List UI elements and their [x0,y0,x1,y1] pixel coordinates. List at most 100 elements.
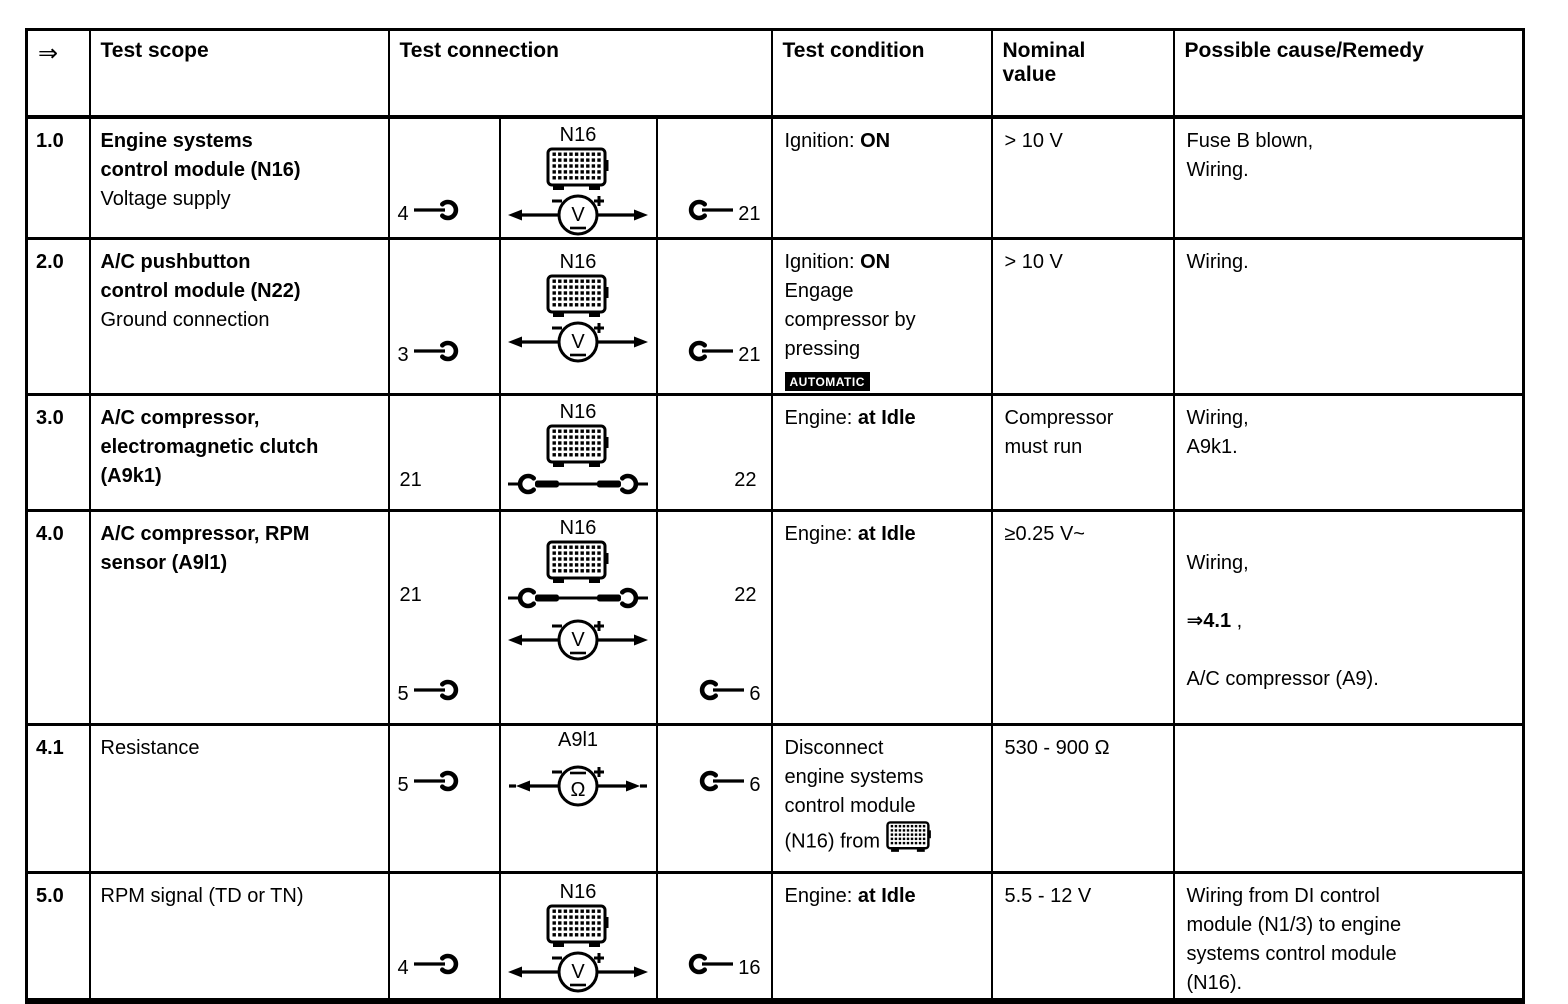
device-label: N16 [559,123,597,146]
pin-number: 3 [397,344,409,366]
voltmeter-icon: V [508,606,648,662]
pin-right-cell: 6 [655,723,773,873]
jumper-wire-icon [508,472,648,496]
svg-text:V: V [571,961,585,983]
test-condition-cell: Ignition: ON [770,115,993,239]
pin-number: 6 [749,774,761,796]
row-id: 1.0 [25,115,91,239]
table-row: 5.0 RPM signal (TD or TN) 4 N16 V [25,871,1525,1002]
pin-right: 6 [698,770,761,798]
pin-right: 22 [734,469,756,493]
nominal-value-cell: > 10 V [990,115,1175,239]
pin-left-cell: 4 [387,115,501,239]
row-id: 4.0 [25,509,91,725]
pin-right-cell: 22 [655,393,773,511]
pin-number: 16 [738,957,761,979]
pin-number: 21 [399,584,422,606]
pin-left: 4 [398,953,460,981]
scope-title: A/C compressor, RPM sensor (A9l1) [100,522,310,574]
socket-left-icon [413,339,460,372]
pin-number: 5 [397,683,409,705]
remedy-cell: Wiring. [1172,237,1525,395]
pin-number: 21 [738,344,761,366]
socket-left-icon [413,769,460,802]
pin-right-cell: 21 [655,115,773,239]
remedy-cell: Wiring from DI control module (N1/3) to … [1172,871,1525,1002]
pin-number: 5 [397,774,409,796]
connector-icon [546,274,610,320]
socket-left-icon [413,678,460,711]
pin-left-cell: 21 [387,393,501,511]
diagram-cell: N16 [498,393,658,511]
automatic-button-badge: AUTOMATIC [784,371,870,391]
scope-title: A/C compressor, electromagnetic clutch (… [100,406,319,487]
diagram-cell: N16 V [498,509,658,725]
scope-title: Engine systems control module (N16) [100,129,301,181]
row-id: 3.0 [25,393,91,511]
pin-left: 5 [397,770,460,798]
connector-icon [546,424,610,470]
pin-left: 5 [397,679,460,707]
remedy-cell: Fuse B blown, Wiring. [1172,115,1525,239]
voltmeter-icon: V [508,308,648,364]
connector-icon [546,147,610,193]
pin-right: 21 [687,340,761,368]
svg-text:V: V [571,204,585,226]
nominal-value-cell: Compressor must run [990,393,1175,511]
pin-number: 21 [738,203,761,225]
test-table: ⇒ Test scope Test connection Test condit… [25,28,1525,1004]
pin-left-upper: 21 [400,584,422,608]
socket-right-icon [698,769,745,802]
svg-text:V: V [571,331,585,353]
header-arrow-icon: ⇒ [25,28,91,119]
test-scope-cell: A/C compressor, electromagnetic clutch (… [88,393,390,511]
pin-left: 3 [397,340,460,368]
pin-left-cell: 5 [387,723,501,873]
jumper-wire-icon [508,586,648,610]
voltmeter-icon: V [508,938,648,994]
header-row: ⇒ Test scope Test connection Test condit… [25,28,1525,119]
test-scope-cell: A/C compressor, RPM sensor (A9l1) [88,509,390,725]
table-row: 1.0 Engine systems control module (N16) … [25,115,1525,239]
header-nominal-value: Nominal value [990,28,1175,119]
scope-title: A/C pushbutton control module (N22) [100,250,301,302]
row-id: 2.0 [25,237,91,395]
test-condition-cell: Engine: at Idle [770,871,993,1002]
pin-number: 6 [749,683,761,705]
nominal-value-cell: 5.5 - 12 V [990,871,1175,1002]
row-id: 4.1 [25,723,91,873]
pin-right: 6 [698,679,761,707]
remedy-cell: Wiring, A9k1. [1172,393,1525,511]
test-condition-cell: Engine: at Idle [770,393,993,511]
nominal-value-cell: > 10 V [990,237,1175,395]
nominal-value-cell: 530 - 900 Ω [990,723,1175,873]
test-scope-cell: RPM signal (TD or TN) [88,871,390,1002]
table-row: 4.1 Resistance 5 A9l1 Ω 6 [25,723,1525,873]
scope-subtitle: Voltage supply [100,187,231,210]
pin-left-cell: 21 5 [387,509,501,725]
device-label: N16 [559,516,597,539]
nominal-value-cell: ≥0.25 V~ [990,509,1175,725]
pin-right: 16 [687,953,761,981]
test-condition-cell: Ignition: ON Engage compressor by pressin… [770,237,993,395]
pin-left-cell: 3 [387,237,501,395]
diagnostic-test-table-document: ⇒ Test scope Test connection Test condit… [25,28,1525,1004]
table-row: 3.0 A/C compressor, electromagnetic clut… [25,393,1525,511]
test-condition-cell: Engine: at Idle [770,509,993,725]
header-possible-cause: Possible cause/Remedy [1172,28,1525,119]
pin-right: 21 [687,199,761,227]
pin-right-cell: 16 [655,871,773,1002]
ohmmeter-icon: Ω [508,752,648,808]
socket-right-icon [687,198,734,231]
diagram-cell: N16 V [498,871,658,1002]
pin-number: 4 [397,203,409,225]
remedy-cell: Wiring, ⇒4.1 , A/C compressor (A9). [1172,509,1525,725]
table-row: 2.0 A/C pushbutton control module (N22) … [25,237,1525,395]
test-scope-cell: Resistance [88,723,390,873]
connector-icon [546,904,610,950]
header-test-connection: Test connection [387,28,773,119]
connector-icon [886,820,932,863]
device-label: N16 [559,880,597,903]
device-label: N16 [559,250,597,273]
scope-subtitle: Ground connection [100,308,270,331]
